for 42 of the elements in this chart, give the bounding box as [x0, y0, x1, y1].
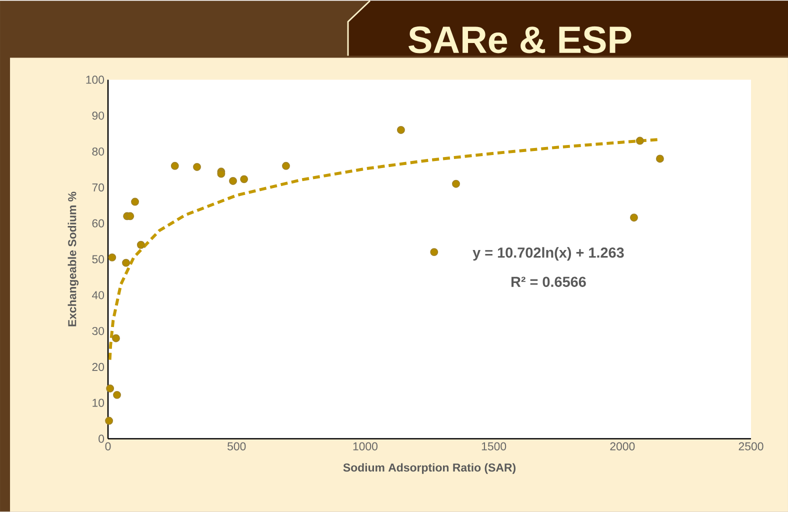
- point: [108, 254, 116, 262]
- x-tick-label: 0: [105, 442, 111, 450]
- point: [131, 198, 139, 206]
- x-tick-label: 2000: [610, 442, 635, 450]
- point: [193, 163, 201, 172]
- y-tick-label: 100: [86, 76, 104, 84]
- y-tick-label: 0: [98, 434, 104, 443]
- x-tick-label: 1000: [353, 442, 378, 450]
- point: [113, 391, 121, 400]
- point: [656, 154, 664, 163]
- point: [430, 248, 438, 256]
- point: [229, 177, 237, 186]
- y-tick-label: 80: [92, 148, 104, 156]
- point: [122, 258, 130, 267]
- x-tick-label: 2500: [738, 442, 764, 450]
- x-tick-label: 1500: [482, 442, 506, 450]
- y-tick-label: 70: [92, 184, 104, 192]
- point: [112, 334, 120, 342]
- annotation: y = 10.702ln(x) + 1.263: [472, 247, 624, 261]
- y-tick-label: 40: [92, 291, 104, 300]
- point: [136, 241, 145, 249]
- point: [126, 212, 134, 220]
- point: [282, 162, 290, 170]
- point: [630, 214, 638, 222]
- y-tick-label: 50: [92, 255, 104, 264]
- y-axis-title: Exchangeable Sodium %: [68, 192, 79, 326]
- y-tick-label: 10: [92, 398, 104, 408]
- point: [170, 162, 179, 170]
- point: [452, 180, 460, 188]
- point: [396, 126, 405, 134]
- annotation: R² = 0.6566: [511, 276, 586, 288]
- point: [240, 175, 248, 184]
- y-tick-label: 20: [92, 363, 104, 372]
- y-tick-label: 90: [92, 112, 104, 120]
- point: [106, 384, 114, 393]
- y-tick-label: 30: [92, 327, 104, 336]
- x-tick-label: 500: [228, 442, 246, 450]
- x-axis-title: Sodium Adsorption Ratio (SAR): [343, 463, 516, 474]
- y-tick-label: 60: [92, 219, 104, 228]
- point: [636, 136, 644, 145]
- point: [105, 416, 114, 425]
- chart-title: SARe & ESP: [408, 26, 632, 54]
